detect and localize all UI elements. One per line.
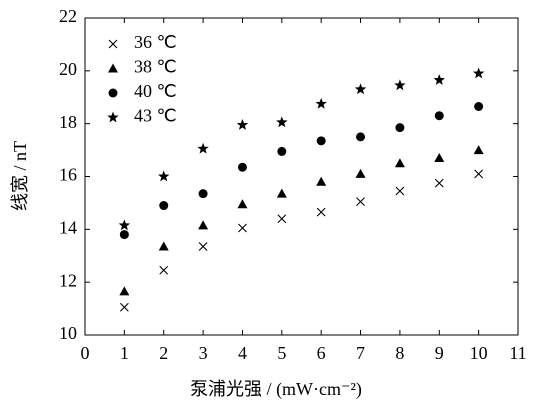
data-point [158, 170, 170, 182]
data-point [236, 118, 249, 130]
data-point [474, 169, 484, 179]
y-tick-label: 16 [59, 165, 77, 185]
legend-marker [108, 39, 118, 49]
data-point [118, 219, 131, 231]
data-point [434, 178, 444, 188]
x-tick-label: 0 [81, 343, 90, 363]
data-point [316, 136, 326, 146]
x-tick-label: 5 [277, 343, 286, 363]
data-point [198, 189, 208, 199]
data-point [237, 199, 248, 209]
data-point [277, 214, 287, 224]
y-tick-label: 14 [59, 217, 77, 237]
data-point [316, 176, 327, 186]
x-tick-label: 1 [120, 343, 129, 363]
data-point [237, 162, 247, 172]
data-point [158, 241, 169, 251]
data-point [354, 83, 367, 95]
data-point [119, 230, 129, 240]
data-point [276, 188, 287, 198]
legend-label: 40 ℃ [134, 81, 177, 101]
legend-label: 36 ℃ [134, 32, 177, 52]
data-point [356, 197, 365, 206]
data-point [434, 153, 445, 163]
data-point [356, 132, 366, 142]
x-tick-label: 9 [435, 343, 444, 363]
data-point [395, 186, 405, 196]
x-tick-label: 10 [470, 343, 488, 363]
data-point [395, 123, 405, 133]
x-tick-label: 4 [238, 343, 247, 363]
x-tick-label: 7 [356, 343, 365, 363]
data-point [159, 265, 169, 275]
data-point [472, 67, 485, 79]
data-point [394, 158, 405, 168]
data-point [197, 142, 209, 154]
data-point [316, 207, 326, 217]
legend-marker [108, 63, 118, 73]
legend-label: 38 ℃ [134, 57, 177, 77]
x-tick-label: 3 [199, 343, 208, 363]
data-point [198, 220, 209, 230]
legend-label: 43 ℃ [134, 106, 177, 126]
legend-marker [107, 111, 119, 123]
x-axis-label: 泵浦光强 / (mW·cm⁻²) [190, 379, 362, 400]
data-point [355, 168, 366, 178]
data-point [119, 302, 129, 312]
data-point [394, 79, 406, 91]
x-tick-label: 11 [509, 343, 526, 363]
data-point [434, 111, 444, 121]
data-point [238, 223, 247, 233]
y-tick-label: 22 [59, 6, 77, 26]
data-point [473, 145, 484, 155]
data-point [474, 101, 484, 111]
legend-marker [108, 88, 118, 98]
data-point [315, 97, 327, 109]
y-tick-label: 18 [59, 112, 77, 132]
x-tick-label: 8 [395, 343, 404, 363]
y-tick-label: 10 [59, 323, 77, 343]
y-tick-label: 20 [59, 59, 77, 79]
y-tick-label: 12 [59, 270, 77, 290]
data-point [277, 146, 287, 156]
data-point [159, 201, 169, 211]
data-point [198, 242, 208, 251]
data-point [119, 286, 130, 296]
data-point [433, 74, 445, 85]
x-tick-label: 2 [159, 343, 168, 363]
x-tick-label: 6 [317, 343, 326, 363]
data-point [276, 116, 288, 128]
y-axis-label: 线宽 / nT [10, 141, 30, 211]
